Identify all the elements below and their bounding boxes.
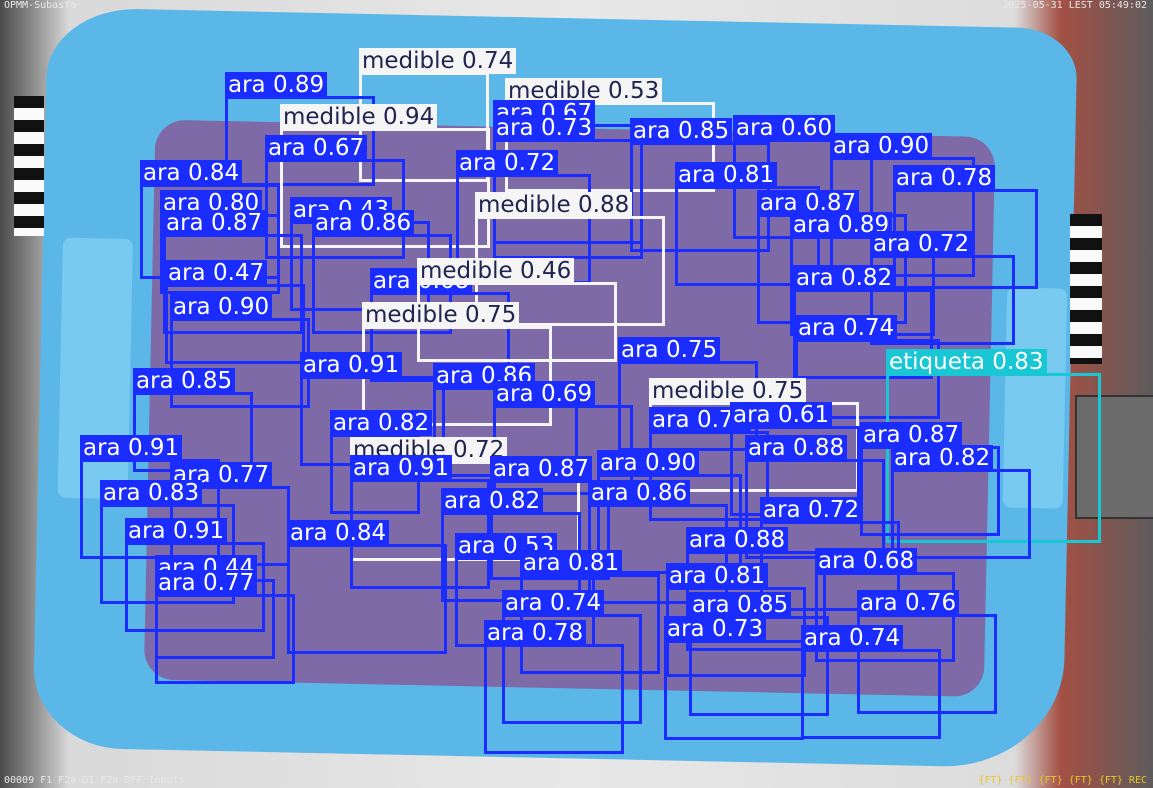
detection-label-ara: ara 0.85 <box>689 592 792 618</box>
detection-label-ara: ara 0.90 <box>830 133 933 159</box>
detection-label-medible: medible 0.88 <box>475 192 633 218</box>
detection-label-ara: ara 0.67 <box>265 135 368 161</box>
detection-label-medible: medible 0.53 <box>505 78 663 104</box>
detection-label-ara: ara 0.83 <box>100 480 203 506</box>
detection-label-ara: ara 0.77 <box>170 462 273 488</box>
detection-label-ara: ara 0.88 <box>745 435 848 461</box>
detection-label-medible: medible 0.75 <box>649 378 807 404</box>
detection-label-ara: ara 0.91 <box>125 518 228 544</box>
detection-label-ara: ara 0.87 <box>163 210 266 236</box>
detection-label-ara: ara 0.88 <box>686 527 789 553</box>
detection-label-ara: ara 0.74 <box>795 315 898 341</box>
detection-box-ara <box>484 644 624 754</box>
detection-label-ara: ara 0.87 <box>757 190 860 216</box>
detection-label-ara: ara 0.87 <box>490 456 593 482</box>
detection-label-ara: ara 0.61 <box>730 402 833 428</box>
detection-label-ara: ara 0.84 <box>287 520 390 546</box>
detection-label-ara: ara 0.78 <box>893 165 996 191</box>
detection-label-ara: ara 0.90 <box>170 294 273 320</box>
detection-label-ara: ara 0.73 <box>664 616 767 642</box>
detection-label-medible: medible 0.75 <box>362 302 520 328</box>
detection-label-ara: ara 0.77 <box>155 570 258 596</box>
detection-label-medible: medible 0.94 <box>280 104 438 130</box>
detection-label-ara: ara 0.47 <box>165 260 268 286</box>
detection-label-ara: ara 0.86 <box>588 480 691 506</box>
detection-label-ara: ara 0.91 <box>350 455 453 481</box>
detection-label-ara: ara 0.78 <box>484 620 587 646</box>
detection-label-ara: ara 0.82 <box>330 410 433 436</box>
calibration-strip-right <box>1070 214 1102 364</box>
status-overlay-left: 00009 F1 F2a-D1 F2a-DFF Inputs <box>4 775 185 786</box>
detection-label-ara: ara 0.86 <box>312 210 415 236</box>
detection-label-ara: ara 0.68 <box>815 548 918 574</box>
detection-label-etiqueta: etiqueta 0.83 <box>886 349 1047 375</box>
timestamp-overlay: 2025-05-31 LEST 05:49:02 <box>1002 0 1148 11</box>
detection-label-ara: ara 0.72 <box>760 497 863 523</box>
detection-box-ara <box>801 649 941 739</box>
detection-label-ara: ara 0.74 <box>801 625 904 651</box>
detection-label-ara: ara 0.81 <box>520 550 623 576</box>
calibration-strip-left <box>14 96 44 236</box>
detection-box-ara <box>155 594 295 684</box>
detection-label-ara: ara 0.91 <box>80 435 183 461</box>
detection-label-ara: ara 0.53 <box>455 533 558 559</box>
detection-label-ara: ara 0.89 <box>225 72 328 98</box>
detection-label-ara: ara 0.82 <box>793 265 896 291</box>
detection-label-ara: ara 0.69 <box>493 381 596 407</box>
detection-label-ara: ara 0.91 <box>300 352 403 378</box>
camera-name-overlay: OPMM-Subasta <box>4 0 77 11</box>
metal-bracket <box>1075 395 1153 519</box>
detection-label-ara: ara 0.87 <box>860 422 963 448</box>
detection-label-ara: ara 0.85 <box>133 368 236 394</box>
detection-label-ara: ara 0.75 <box>618 337 721 363</box>
detection-label-ara: ara 0.81 <box>666 563 769 589</box>
detection-label-ara: ara 0.73 <box>493 115 596 141</box>
detection-label-ara: ara 0.72 <box>456 150 559 176</box>
detection-label-ara: ara 0.85 <box>630 118 733 144</box>
detection-box-ara <box>287 544 447 654</box>
detection-label-medible: medible 0.74 <box>359 48 517 74</box>
detection-label-ara: ara 0.90 <box>597 450 700 476</box>
detection-label-ara: ara 0.82 <box>891 445 994 471</box>
detection-label-ara: ara 0.72 <box>870 231 973 257</box>
detection-box-ara <box>664 640 804 740</box>
detection-label-ara: ara 0.74 <box>502 590 605 616</box>
detection-label-medible: medible 0.46 <box>417 258 575 284</box>
detection-label-ara: ara 0.84 <box>140 160 243 186</box>
status-overlay-right: {FT} {FT} {FT} {FT} {FT} REC <box>978 775 1147 786</box>
detection-label-ara: ara 0.89 <box>790 212 893 238</box>
detection-label-ara: ara 0.76 <box>857 590 960 616</box>
detection-label-ara: ara 0.60 <box>733 115 836 141</box>
detection-label-ara: ara 0.82 <box>441 488 544 514</box>
detection-box-ara <box>891 469 1031 559</box>
detection-label-ara: ara 0.81 <box>675 162 778 188</box>
